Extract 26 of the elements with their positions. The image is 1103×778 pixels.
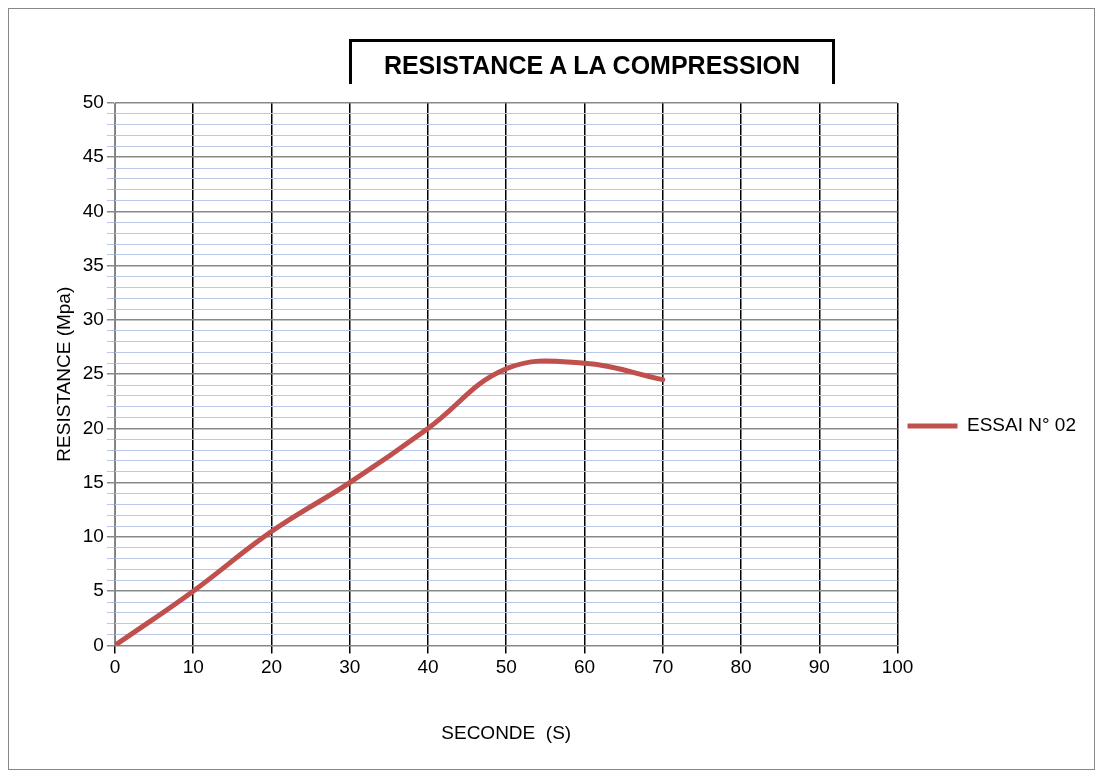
y-tick-label: 35 <box>82 253 104 275</box>
y-tick-label: 5 <box>93 579 104 601</box>
y-tick-label: 15 <box>82 470 104 492</box>
y-tick-label: 25 <box>82 362 104 384</box>
x-axis-title: SECONDE (S) <box>441 721 572 743</box>
x-tick-label: 70 <box>652 656 674 678</box>
x-tick-label: 30 <box>339 656 361 678</box>
y-tick-label: 20 <box>82 416 104 438</box>
y-tick-label: 45 <box>82 145 104 167</box>
y-axis-title: RESISTANCE (Mpa) <box>52 286 74 462</box>
x-tick-label: 0 <box>109 656 121 678</box>
y-tick-label: 30 <box>82 308 104 330</box>
x-tick-label: 20 <box>260 656 283 678</box>
chart-title: RESISTANCE A LA COMPRESSION <box>349 39 835 84</box>
y-tick-label: 10 <box>82 525 104 547</box>
legend-label: ESSAI N° 02 <box>967 414 1076 436</box>
y-tick-label: 40 <box>82 199 104 221</box>
x-tick-label: 90 <box>808 656 830 678</box>
y-tick-label: 0 <box>93 633 104 655</box>
x-tick-label: 60 <box>573 656 596 678</box>
x-tick-label: 40 <box>417 656 439 678</box>
x-tick-label: 100 <box>881 656 914 678</box>
y-tick-label: 50 <box>82 91 104 113</box>
x-tick-label: 80 <box>730 656 752 678</box>
x-tick-label: 10 <box>182 656 204 678</box>
x-tick-label: 50 <box>495 656 517 678</box>
